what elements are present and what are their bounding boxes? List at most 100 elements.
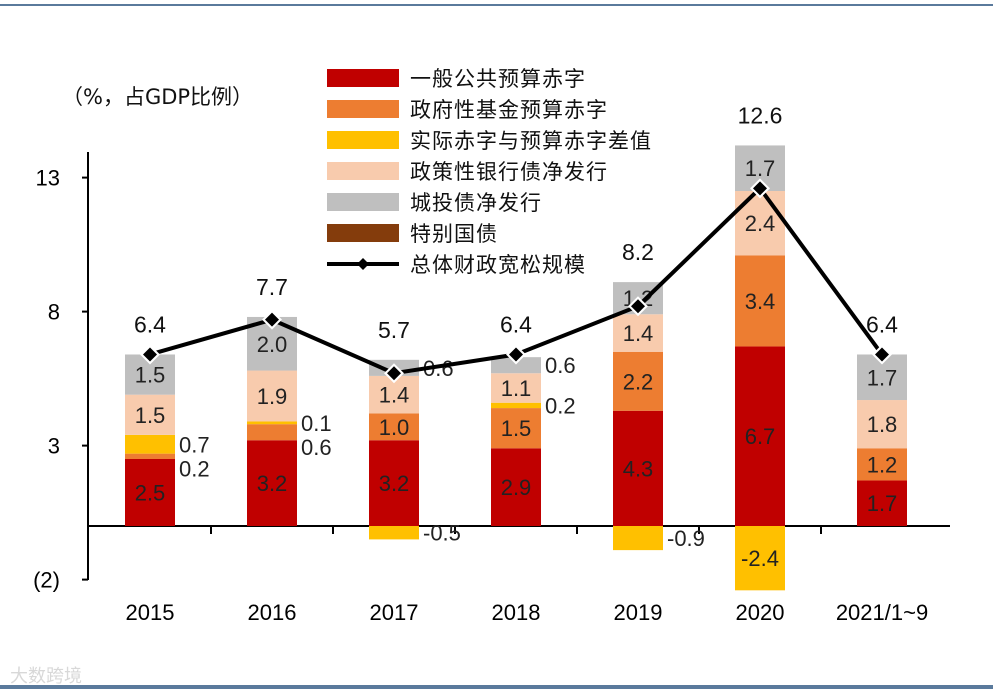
x-tick-label: 2019 <box>614 600 663 625</box>
bar-segment <box>735 526 785 591</box>
bar-data-label: 1.4 <box>379 383 410 408</box>
line-marker <box>753 181 767 196</box>
bar-data-label: 2.5 <box>135 481 166 506</box>
y-tick-label: 13 <box>36 166 60 191</box>
bar-data-label: -2.4 <box>741 546 779 571</box>
x-tick-label: 2015 <box>126 600 175 625</box>
bar-data-label: 3.2 <box>257 471 288 496</box>
bar-data-label: 0.2 <box>545 393 576 418</box>
bar-segment <box>247 421 297 425</box>
legend-label: 城投债净发行 <box>410 191 542 215</box>
legend-label: 特别国债 <box>410 222 498 246</box>
bar-data-label: 3.4 <box>745 289 776 314</box>
total-data-label: 6.4 <box>134 311 166 337</box>
bar-segment <box>735 255 785 347</box>
bar-segment <box>247 370 297 422</box>
bar-data-label: 0.7 <box>179 432 210 457</box>
bar-segment <box>613 351 663 411</box>
bar-data-label: 1.5 <box>135 363 166 388</box>
bar-segment <box>613 314 663 352</box>
bar-data-label: 1.5 <box>501 416 532 441</box>
bar-data-label: 1.7 <box>867 365 898 390</box>
line-marker <box>143 347 157 362</box>
bar-data-label: 2.4 <box>745 211 776 236</box>
bar-data-label: 1.2 <box>867 452 898 477</box>
bar-segment <box>247 424 297 441</box>
bar-data-label: 1.0 <box>379 415 410 440</box>
legend-label: 实际赤字与预算赤字差值 <box>410 129 652 153</box>
bar-segment <box>491 402 541 409</box>
legend-swatch <box>327 224 399 242</box>
bar-segment <box>369 526 419 540</box>
bar-data-label: 0.6 <box>301 435 332 460</box>
watermark: 大数跨境 <box>10 666 82 687</box>
bar-segment <box>491 408 541 449</box>
bar-data-label: 1.1 <box>501 376 532 401</box>
legend-swatch <box>327 131 399 149</box>
bar-data-label: -0.9 <box>667 526 705 551</box>
y-tick-label: 8 <box>48 300 60 325</box>
bar-segment <box>125 434 175 454</box>
bar-data-label: 1.7 <box>745 156 776 181</box>
total-data-label: 8.2 <box>622 239 654 265</box>
bar-data-label: 1.4 <box>623 321 654 346</box>
y-tick-label: (2) <box>33 568 60 593</box>
legend-marker <box>357 258 369 270</box>
bar-segment <box>491 448 541 526</box>
legend-swatch <box>327 100 399 118</box>
y-axis-label: （%，占GDP比例） <box>62 85 254 109</box>
bar-segment <box>857 448 907 481</box>
bar-data-label: 1.5 <box>135 403 166 428</box>
bar-segment <box>857 400 907 449</box>
bar-segment <box>613 526 663 551</box>
bar-segment <box>247 440 297 526</box>
total-data-label: 5.7 <box>378 317 410 343</box>
bar-segment <box>125 394 175 435</box>
bar-segment <box>125 459 175 526</box>
legend-swatch <box>327 193 399 211</box>
legend-label: 一般公共预算赤字 <box>410 67 586 91</box>
x-tick-label: 2016 <box>248 600 297 625</box>
x-tick-label: 2017 <box>370 600 419 625</box>
bar-segment <box>735 346 785 526</box>
line-marker <box>875 347 889 362</box>
total-data-label: 7.7 <box>256 274 288 300</box>
bar-data-label: 0.1 <box>301 411 332 436</box>
total-data-label: 6.4 <box>866 311 898 337</box>
y-tick-label: 3 <box>48 434 60 459</box>
line-marker <box>265 312 279 327</box>
x-tick-label: 2021/1~9 <box>836 600 928 625</box>
top-border <box>0 4 993 6</box>
bar-data-label: -0.5 <box>423 521 461 546</box>
line-marker <box>387 366 401 381</box>
legend-label: 政府性基金预算赤字 <box>410 98 608 122</box>
bar-data-label: 4.3 <box>623 456 654 481</box>
bar-segment <box>125 453 175 459</box>
bar-data-label: 1.7 <box>867 491 898 516</box>
x-tick-label: 2018 <box>492 600 541 625</box>
legend-label: 政策性银行债净发行 <box>410 160 608 184</box>
bar-segment <box>491 357 541 374</box>
legend-swatch <box>327 69 399 87</box>
total-data-label: 12.6 <box>738 102 783 128</box>
bar-data-label: 2.9 <box>501 475 532 500</box>
bottom-border <box>0 685 993 689</box>
legend-swatch <box>327 162 399 180</box>
bar-segment <box>491 373 541 403</box>
bar-data-label: 1.9 <box>257 384 288 409</box>
bar-data-label: 0.2 <box>179 456 210 481</box>
x-tick-label: 2020 <box>736 600 785 625</box>
bar-data-label: 1.8 <box>867 412 898 437</box>
legend-label: 总体财政宽松规模 <box>410 253 586 277</box>
bar-data-label: 3.2 <box>379 471 410 496</box>
bar-data-label: 0.6 <box>545 353 576 378</box>
bar-segment <box>857 480 907 526</box>
bar-segment <box>369 413 419 441</box>
bar-data-label: 2.2 <box>623 369 654 394</box>
bar-data-label: 6.7 <box>745 424 776 449</box>
line-marker <box>631 299 645 314</box>
bar-segment <box>613 410 663 526</box>
line-marker <box>509 347 523 362</box>
bar-segment <box>369 440 419 526</box>
